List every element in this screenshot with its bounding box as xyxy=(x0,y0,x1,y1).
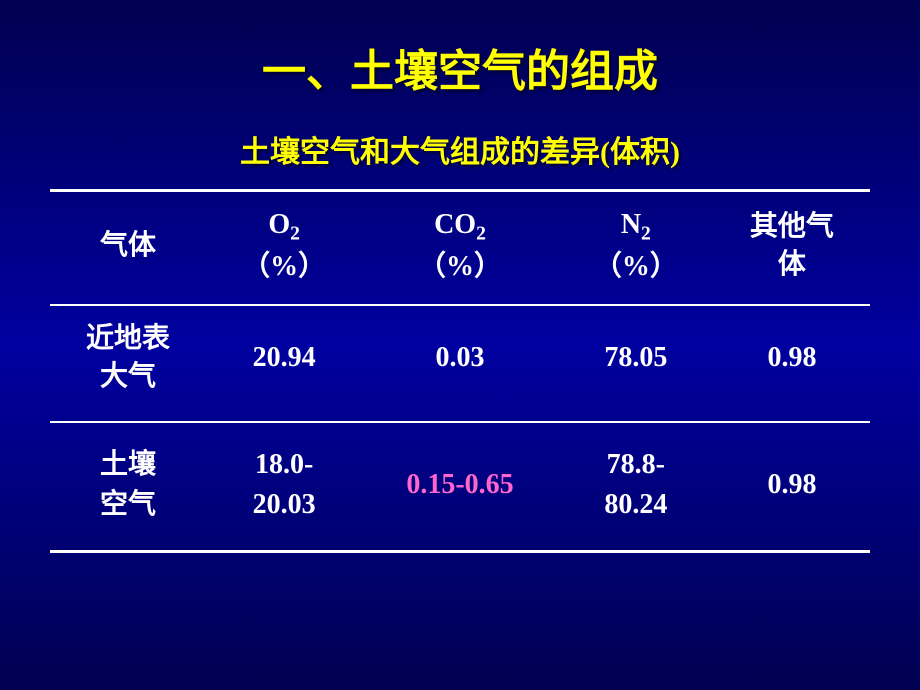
cell-co2-highlight: 0.15-0.65 xyxy=(362,422,558,551)
col-co2: CO2 （%） xyxy=(362,191,558,305)
row-label-soil: 土壤 空气 xyxy=(50,422,206,551)
table-row: 近地表 大气 20.94 0.03 78.05 0.98 xyxy=(50,305,870,423)
table: 气体 O2 （%） CO2 （%） N2 （%） 其他气 体 近地表 大气 20… xyxy=(50,189,870,553)
col-other: 其他气 体 xyxy=(714,191,870,305)
col-o2: O2 （%） xyxy=(206,191,362,305)
slide-subtitle: 土壤空气和大气组成的差异(体积) xyxy=(50,127,870,171)
cell-n2: 78.8- 80.24 xyxy=(558,422,714,551)
table-row: 土壤 空气 18.0- 20.03 0.15-0.65 78.8- 80.24 … xyxy=(50,422,870,551)
col-gas: 气体 xyxy=(50,191,206,305)
row-label-atmosphere: 近地表 大气 xyxy=(50,305,206,423)
cell-other: 0.98 xyxy=(714,305,870,423)
col-n2: N2 （%） xyxy=(558,191,714,305)
comparison-table: 气体 O2 （%） CO2 （%） N2 （%） 其他气 体 近地表 大气 20… xyxy=(50,189,870,553)
table-header-row: 气体 O2 （%） CO2 （%） N2 （%） 其他气 体 xyxy=(50,191,870,305)
cell-n2: 78.05 xyxy=(558,305,714,423)
cell-o2: 18.0- 20.03 xyxy=(206,422,362,551)
cell-o2: 20.94 xyxy=(206,305,362,423)
cell-co2: 0.03 xyxy=(362,305,558,423)
cell-other: 0.98 xyxy=(714,422,870,551)
slide-title: 一、土壤空气的组成 xyxy=(50,35,870,99)
